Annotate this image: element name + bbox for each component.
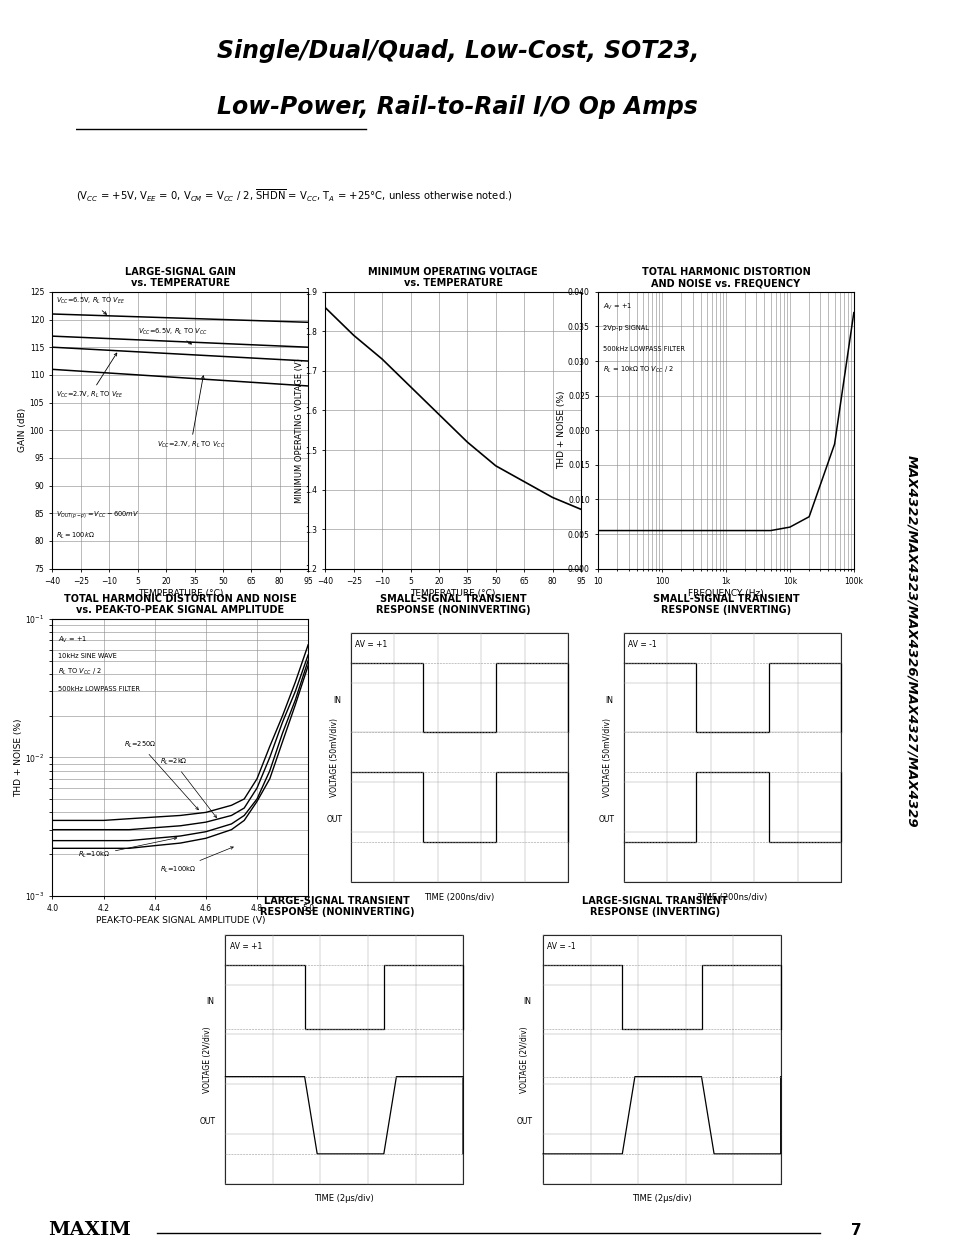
Bar: [623, 633, 841, 882]
X-axis label: TEMPERATURE (°C): TEMPERATURE (°C): [137, 589, 223, 598]
Text: TIME (200ns/div): TIME (200ns/div): [424, 893, 495, 902]
Title: LARGE-SIGNAL GAIN
vs. TEMPERATURE: LARGE-SIGNAL GAIN vs. TEMPERATURE: [125, 267, 235, 288]
Text: $V_{OUT(p-p)}=V_{CC}-600mV$: $V_{OUT(p-p)}=V_{CC}-600mV$: [56, 509, 139, 521]
Text: $V_{CC}$=2.7V, $R_L$ TO $V_{EE}$: $V_{CC}$=2.7V, $R_L$ TO $V_{EE}$: [56, 353, 124, 400]
Title: TOTAL HARMONIC DISTORTION
AND NOISE vs. FREQUENCY: TOTAL HARMONIC DISTORTION AND NOISE vs. …: [641, 267, 809, 288]
Text: Single/Dual/Quad, Low-Cost, SOT23,: Single/Dual/Quad, Low-Cost, SOT23,: [216, 39, 699, 63]
Y-axis label: THD + NOISE (%): THD + NOISE (%): [14, 718, 24, 796]
Text: OUT: OUT: [598, 815, 615, 824]
Text: $R_L$=2k$\Omega$: $R_L$=2k$\Omega$: [160, 756, 216, 818]
Text: IN: IN: [605, 696, 613, 704]
Text: $A_V$ = +1: $A_V$ = +1: [57, 635, 87, 645]
Text: IN: IN: [523, 998, 531, 1006]
Bar: [542, 935, 780, 1184]
Text: IN: IN: [206, 998, 213, 1006]
Text: 2Vp-p SIGNAL: 2Vp-p SIGNAL: [602, 325, 648, 331]
Text: 500kHz LOWPASS FILTER: 500kHz LOWPASS FILTER: [602, 346, 684, 352]
Text: 7: 7: [850, 1223, 862, 1238]
Y-axis label: THD + NOISE (%): THD + NOISE (%): [557, 391, 566, 469]
Text: $V_{CC}$=6.5V, $R_L$ TO $V_{CC}$: $V_{CC}$=6.5V, $R_L$ TO $V_{CC}$: [137, 326, 208, 343]
Title: SMALL-SIGNAL TRANSIENT
RESPONSE (INVERTING): SMALL-SIGNAL TRANSIENT RESPONSE (INVERTI…: [652, 594, 799, 615]
Bar: [225, 935, 462, 1184]
Text: $R_L$ TO $V_{CC}$ / 2: $R_L$ TO $V_{CC}$ / 2: [57, 667, 102, 677]
Text: TIME (2μs/div): TIME (2μs/div): [314, 1195, 374, 1204]
Title: LARGE-SIGNAL TRANSIENT
RESPONSE (NONINVERTING): LARGE-SIGNAL TRANSIENT RESPONSE (NONINVE…: [259, 896, 415, 917]
Text: 10kHz SINE WAVE: 10kHz SINE WAVE: [57, 653, 116, 659]
Text: $R_L$ = 10k$\Omega$ TO $V_{CC}$ / 2: $R_L$ = 10k$\Omega$ TO $V_{CC}$ / 2: [602, 365, 674, 375]
Text: AV = +1: AV = +1: [230, 941, 262, 951]
Text: $R_L$=10k$\Omega$: $R_L$=10k$\Omega$: [78, 837, 176, 860]
Text: Low-Power, Rail-to-Rail I/O Op Amps: Low-Power, Rail-to-Rail I/O Op Amps: [217, 96, 698, 120]
Text: $A_V$ = +1: $A_V$ = +1: [602, 302, 632, 312]
Text: (V$_{CC}$ = +5V, V$_{EE}$ = 0, V$_{CM}$ = V$_{CC}$ / 2, $\overline{\rm SHDN}$ = : (V$_{CC}$ = +5V, V$_{EE}$ = 0, V$_{CM}$ …: [76, 189, 513, 204]
Text: IN: IN: [333, 696, 340, 704]
Text: 500kHz LOWPASS FILTER: 500kHz LOWPASS FILTER: [57, 687, 139, 692]
Title: MINIMUM OPERATING VOLTAGE
vs. TEMPERATURE: MINIMUM OPERATING VOLTAGE vs. TEMPERATUR…: [368, 267, 537, 288]
Y-axis label: GAIN (dB): GAIN (dB): [18, 408, 27, 453]
Text: MAXIM: MAXIM: [48, 1222, 131, 1239]
X-axis label: FREQUENCY (Hz): FREQUENCY (Hz): [687, 589, 763, 598]
Text: $R_L=100k\Omega$: $R_L=100k\Omega$: [56, 531, 95, 541]
X-axis label: PEAK-TO-PEAK SIGNAL AMPLITUDE (V): PEAK-TO-PEAK SIGNAL AMPLITUDE (V): [95, 916, 265, 925]
Title: SMALL-SIGNAL TRANSIENT
RESPONSE (NONINVERTING): SMALL-SIGNAL TRANSIENT RESPONSE (NONINVE…: [375, 594, 530, 615]
Y-axis label: MINIMUM OPERATING VOLTAGE (V): MINIMUM OPERATING VOLTAGE (V): [294, 357, 303, 503]
Text: MAX4322/MAX4323/MAX4326/MAX4327/MAX4329: MAX4322/MAX4323/MAX4326/MAX4327/MAX4329: [903, 455, 917, 828]
Text: TIME (200ns/div): TIME (200ns/div): [697, 893, 767, 902]
Text: AV = -1: AV = -1: [627, 639, 656, 649]
Text: VOLTAGE (2V/div): VOLTAGE (2V/div): [203, 1027, 212, 1092]
Text: AV = -1: AV = -1: [547, 941, 576, 951]
Title: TOTAL HARMONIC DISTORTION AND NOISE
vs. PEAK-TO-PEAK SIGNAL AMPLITUDE: TOTAL HARMONIC DISTORTION AND NOISE vs. …: [64, 594, 296, 615]
X-axis label: TEMPERATURE (°C): TEMPERATURE (°C): [410, 589, 496, 598]
Text: VOLTAGE (2V/div): VOLTAGE (2V/div): [520, 1027, 529, 1092]
Text: $R_L$=250$\Omega$: $R_L$=250$\Omega$: [124, 740, 198, 810]
Title: LARGE-SIGNAL TRANSIENT
RESPONSE (INVERTING): LARGE-SIGNAL TRANSIENT RESPONSE (INVERTI…: [581, 896, 727, 917]
Text: $R_L$=100k$\Omega$: $R_L$=100k$\Omega$: [160, 847, 233, 874]
Text: $V_{CC}$=2.7V, $R_L$ TO $V_{CC}$: $V_{CC}$=2.7V, $R_L$ TO $V_{CC}$: [156, 376, 225, 450]
Text: AV = +1: AV = +1: [355, 639, 387, 649]
Text: VOLTAGE (50mV/div): VOLTAGE (50mV/div): [330, 718, 338, 796]
Bar: [351, 633, 568, 882]
Text: VOLTAGE (50mV/div): VOLTAGE (50mV/div): [602, 718, 611, 796]
Text: TIME (2μs/div): TIME (2μs/div): [632, 1195, 691, 1204]
Text: OUT: OUT: [326, 815, 342, 824]
Text: OUT: OUT: [199, 1117, 215, 1126]
Text: OUT: OUT: [517, 1117, 533, 1126]
Text: $V_{CC}$=6.5V, $R_L$ TO $V_{EE}$: $V_{CC}$=6.5V, $R_L$ TO $V_{EE}$: [56, 296, 126, 314]
